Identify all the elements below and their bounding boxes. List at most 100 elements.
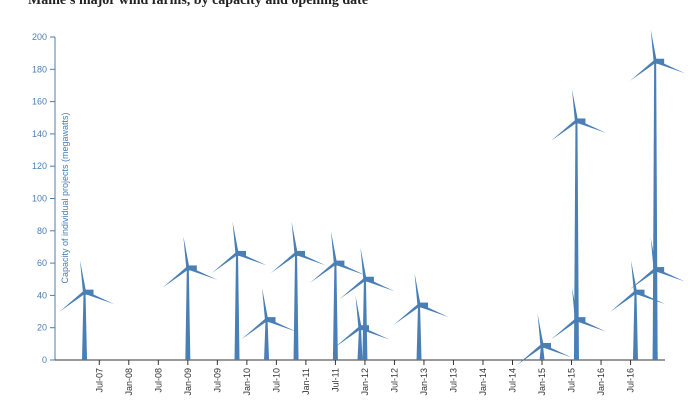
tower [632, 292, 638, 360]
y-tick-label: 80 [37, 226, 47, 236]
nacelle [541, 342, 552, 348]
turbine [334, 296, 390, 360]
y-axis-label: Capacity of individual projects (megawat… [60, 112, 70, 283]
nacelle [654, 58, 665, 64]
tower [416, 305, 422, 360]
y-tick-label: 40 [37, 290, 47, 300]
turbine [162, 236, 218, 360]
turbine [59, 260, 115, 360]
tower [652, 269, 658, 360]
blade [393, 303, 421, 325]
nacelle [295, 250, 306, 256]
nacelle [186, 265, 197, 271]
blade [232, 221, 239, 254]
blade [414, 273, 421, 306]
y-tick-label: 100 [32, 194, 47, 204]
nacelle [634, 289, 645, 295]
nacelle [575, 118, 586, 124]
x-tick-label: Jul-13 [448, 368, 458, 393]
turbine [610, 260, 666, 360]
blade [537, 313, 544, 346]
nacelle [575, 317, 586, 323]
x-tick-label: Jul-11 [330, 368, 340, 392]
turbine [241, 287, 297, 360]
tower [539, 345, 545, 360]
blade [59, 290, 86, 312]
tower [573, 319, 579, 360]
y-tick-label: 200 [32, 32, 47, 42]
turbine [310, 231, 366, 360]
blade [571, 287, 579, 320]
blade [183, 236, 190, 269]
tower [573, 120, 579, 360]
blade [629, 268, 657, 290]
tower [362, 279, 368, 360]
x-tick-label: Jan-12 [360, 368, 370, 396]
y-tick-label: 60 [37, 258, 47, 268]
chart-title: Maine's major wind farms, by capacity an… [28, 0, 368, 8]
blade [162, 266, 189, 288]
tower [185, 267, 191, 360]
nacelle [418, 302, 429, 308]
x-tick-label: Jan-13 [419, 368, 429, 396]
blade [270, 252, 298, 274]
x-tick-label: Jul-12 [389, 368, 399, 393]
turbine [629, 29, 685, 360]
turbine [551, 287, 607, 360]
y-tick-label: 0 [42, 355, 47, 365]
x-tick-label: Jan-16 [596, 368, 606, 396]
turbine [339, 247, 395, 360]
y-tick-label: 180 [32, 64, 47, 74]
blade [262, 287, 269, 320]
turbine [270, 221, 326, 360]
blade [334, 326, 361, 348]
blade [551, 318, 578, 340]
blade [241, 318, 268, 340]
nacelle [654, 267, 665, 273]
blade [650, 29, 657, 62]
x-tick-label: Jan-09 [183, 368, 193, 396]
y-tick-label: 20 [37, 323, 47, 333]
x-tick-label: Jan-10 [242, 368, 252, 396]
x-tick-label: Jan-11 [301, 368, 311, 395]
turbine [629, 237, 685, 360]
x-tick-label: Jul-09 [212, 368, 222, 393]
nacelle [334, 260, 345, 266]
blade [310, 261, 337, 283]
x-tick-label: Jul-15 [567, 368, 577, 393]
nacelle [83, 289, 94, 295]
y-tick-label: 120 [32, 161, 47, 171]
x-tick-label: Jul-10 [271, 368, 281, 393]
blade [571, 89, 579, 122]
x-tick-label: Jul-14 [508, 368, 518, 393]
turbine [211, 221, 267, 360]
blade [339, 277, 366, 299]
tower [332, 263, 338, 360]
x-tick-label: Jul-08 [153, 368, 163, 393]
x-tick-label: Jul-07 [94, 368, 104, 393]
blade [516, 344, 544, 366]
blade [330, 231, 337, 264]
blade [629, 59, 657, 81]
x-tick-label: Jan-15 [537, 368, 547, 396]
blade [610, 290, 637, 312]
blade [291, 221, 298, 254]
blade [551, 119, 578, 141]
turbine [393, 273, 449, 360]
turbine [551, 89, 607, 360]
turbine [516, 313, 572, 366]
blade [360, 247, 367, 280]
tower [293, 253, 299, 360]
tower [357, 327, 363, 360]
x-tick-label: Jan-08 [124, 368, 134, 396]
nacelle [265, 317, 276, 323]
tower [82, 292, 88, 360]
x-tick-label: Jan-14 [478, 368, 488, 396]
nacelle [363, 276, 374, 282]
tower [264, 319, 270, 360]
blade [80, 260, 87, 293]
y-tick-label: 140 [32, 129, 47, 139]
nacelle [236, 250, 247, 256]
x-tick-label: Jul-16 [626, 368, 636, 393]
